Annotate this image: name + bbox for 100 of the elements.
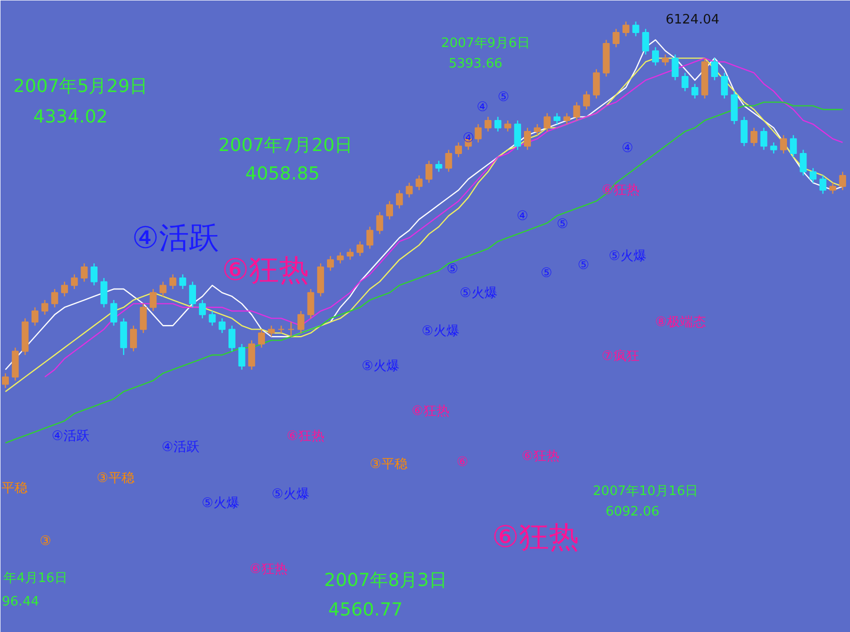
annotation: ⑤ [540, 266, 552, 281]
candlestick [218, 318, 226, 334]
annotation: ⑤火爆 [422, 324, 460, 339]
candlestick [800, 149, 807, 176]
candlestick [514, 120, 522, 150]
candlestick [198, 299, 206, 319]
candlestick [632, 20, 640, 37]
candlestick [544, 112, 551, 132]
candlestick [622, 20, 630, 37]
candlestick [504, 120, 512, 132]
candlestick [278, 325, 285, 334]
candlestick [32, 306, 38, 326]
annotation: ⑦疯狂 [602, 349, 640, 364]
candlestick [484, 116, 492, 132]
candlestick [356, 240, 364, 257]
candlestick [268, 325, 275, 338]
text: ③平稳 [96, 471, 134, 486]
annotation: ④ [516, 209, 528, 224]
candlestick [720, 72, 728, 100]
candlestick [780, 134, 787, 154]
candlestick [435, 160, 442, 172]
candlestick [711, 58, 718, 81]
candlestick [208, 310, 216, 326]
text: 2007年8月3日 [324, 570, 447, 591]
text: ⑥狂热 [412, 404, 450, 419]
annotation: ⑤ [498, 90, 510, 105]
candlestick [110, 299, 118, 326]
candlestick [2, 372, 9, 389]
text: ⑥ [456, 455, 468, 470]
candlestick [169, 274, 176, 290]
candlestick [416, 174, 423, 191]
annotation: ⑤火爆 [362, 359, 400, 374]
text: ④活跃 [162, 440, 200, 455]
annotation: 5393.66 [448, 56, 502, 72]
candlestick [51, 288, 58, 308]
candlestick [494, 116, 502, 132]
text: ③平稳 [370, 457, 408, 472]
candlestick [474, 124, 482, 144]
candlestick [297, 310, 304, 334]
candlestick [592, 68, 600, 100]
candlestick [150, 288, 157, 312]
candlestick [642, 28, 650, 56]
annotation: 2007年7月20日 [218, 135, 353, 156]
annotation: ④ [622, 141, 634, 156]
candlestick [612, 28, 620, 48]
candlestick [189, 281, 196, 308]
candlestick [406, 182, 413, 198]
annotation: 6124.04 [666, 12, 720, 28]
candlestick [336, 252, 344, 264]
candlestick [740, 116, 748, 147]
candlestick [682, 72, 688, 92]
text: 4560.77 [328, 600, 403, 620]
candlestick [258, 328, 265, 348]
text: ③ [40, 534, 52, 549]
candlestick [80, 262, 88, 282]
annotation: ⑤火爆 [460, 286, 498, 301]
text: 年4月16日 [4, 571, 68, 586]
candlestick [770, 142, 778, 154]
candlestick [583, 90, 590, 110]
candlestick [672, 54, 679, 81]
candlestick [238, 343, 246, 370]
candlestick [327, 255, 334, 272]
candlestick [386, 200, 394, 220]
text: 6092.06 [606, 504, 660, 520]
candlestick [829, 182, 836, 194]
candlestick [524, 127, 531, 150]
text: ⑥狂热 [492, 520, 579, 555]
annotation: 2007年9月6日 [441, 36, 530, 51]
candlestick [100, 277, 108, 308]
text: 2007年10月16日 [592, 484, 698, 499]
candlestick [160, 281, 166, 297]
candlestick [810, 168, 817, 184]
candlestick [445, 149, 452, 172]
candlestick [691, 83, 698, 100]
candlestick [750, 127, 758, 147]
text: ⑥狂热 [250, 562, 288, 577]
candlestick [662, 54, 669, 66]
candlestick [760, 127, 768, 150]
candlestick [130, 325, 137, 352]
candlestick [61, 281, 68, 297]
candlestick [573, 102, 580, 122]
text: ⑥狂热 [522, 449, 560, 464]
annotation: ⑤火爆 [608, 249, 646, 264]
annotation: ④活跃 [132, 221, 219, 256]
candlestick [396, 190, 403, 210]
text: ④活跃 [52, 429, 90, 444]
candlestick [41, 299, 48, 316]
candlestick [140, 303, 147, 334]
candlestick [425, 160, 432, 184]
text: 96.44 [2, 594, 40, 610]
annotation: 4334.02 [33, 106, 108, 128]
candlestick [288, 321, 295, 338]
candlestick [534, 124, 541, 136]
candlestick [228, 325, 236, 352]
text: ⑤火爆 [202, 496, 240, 511]
annotation: ⑥狂热 [222, 253, 309, 288]
candlestick [307, 288, 314, 319]
candlestick [90, 262, 98, 286]
annotation: ④ [476, 100, 488, 115]
annotation: 2007年5月29日 [13, 76, 148, 97]
